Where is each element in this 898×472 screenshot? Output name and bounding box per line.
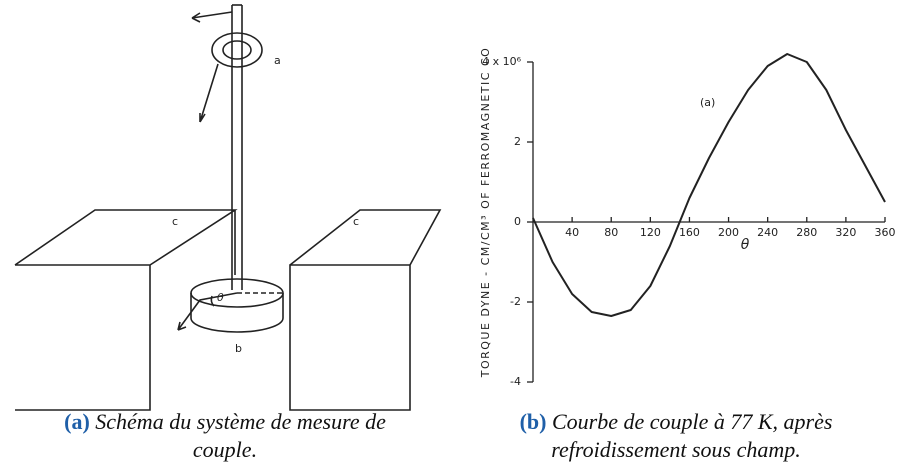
y-tick-label: -4 (510, 375, 521, 388)
caption: (b) Courbe de couple à 77 K, après (520, 409, 833, 434)
x-tick-label: 280 (796, 226, 817, 239)
label: c (172, 215, 178, 228)
label: b (235, 342, 242, 355)
torque-chart: TORQUE DYNE - CM/CM³ OF FERROMAGNETIC CO… (479, 47, 750, 379)
caption-text: Courbe de couple à 77 K, après (552, 409, 832, 434)
y-tick-label: 2 (514, 135, 521, 148)
x-tick-label: 200 (718, 226, 739, 239)
caption-text: couple. (193, 437, 257, 462)
caption-text: refroidissement sous champ. (551, 437, 801, 462)
torque-curve (532, 53, 886, 317)
x-tick-label: 80 (604, 226, 618, 239)
x-tick-label: 40 (565, 226, 579, 239)
annotation: (a) (700, 96, 715, 109)
label: a (274, 54, 281, 67)
caption-label: (b) (520, 409, 547, 434)
y-tick-label: 0 (514, 215, 521, 228)
y-axis-label: TORQUE DYNE - CM/CM³ OF FERROMAGNETIC CO (479, 47, 492, 379)
x-tick-label: 360 (875, 226, 896, 239)
x-tick-label: 120 (640, 226, 661, 239)
caption-text: Schéma du système de mesure de (95, 409, 386, 434)
x-tick-label: 240 (757, 226, 778, 239)
y-tick-label: 4 x 10⁶ (482, 55, 521, 68)
label: θ (217, 291, 224, 304)
apparatus-diagram: a c c b θ (14, 4, 442, 411)
x-axis-label: θ (741, 237, 750, 253)
y-tick-label: -2 (510, 295, 521, 308)
caption-label: (a) (64, 409, 90, 434)
x-tick-label: 320 (835, 226, 856, 239)
caption: (a) Schéma du système de mesure de (64, 409, 386, 434)
label: c (353, 215, 359, 228)
x-tick-label: 160 (679, 226, 700, 239)
